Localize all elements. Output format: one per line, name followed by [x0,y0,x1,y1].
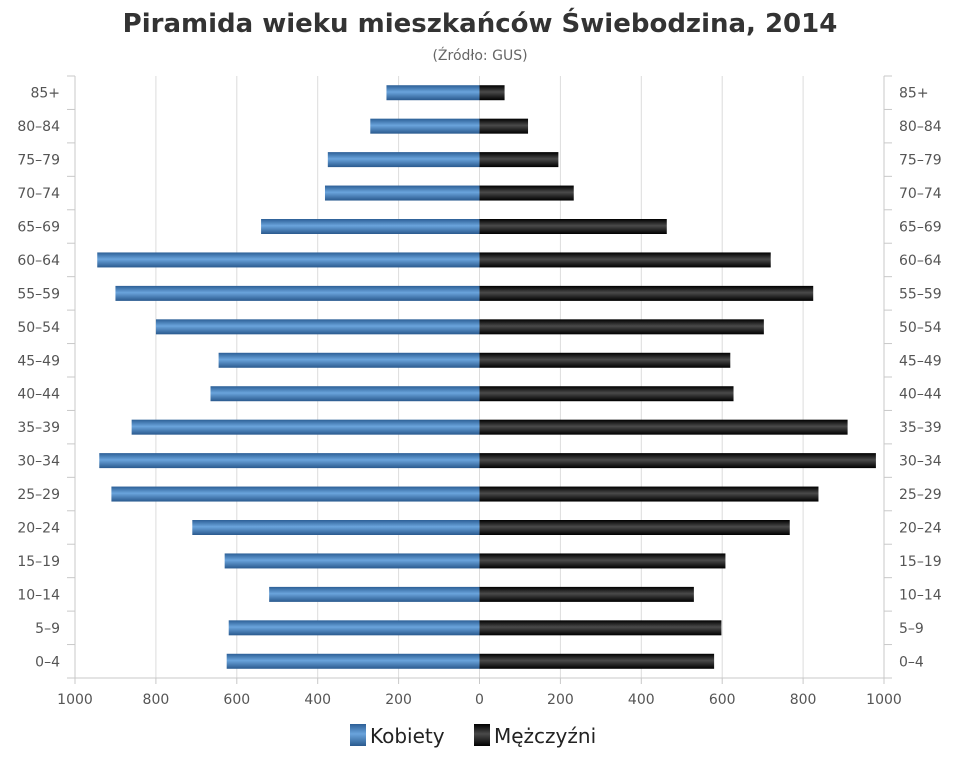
bar-kobiety[interactable] [269,586,480,602]
bar-mezczyzni[interactable] [479,586,694,602]
y-category-label-right: 15–19 [899,554,942,570]
x-tick-label: 800 [790,692,817,708]
bar-kobiety[interactable] [155,319,480,335]
legend-swatch-mezczyzni [474,724,490,746]
bar-kobiety[interactable] [97,252,480,268]
bar-kobiety[interactable] [370,118,480,134]
x-tick-label: 1000 [57,692,93,708]
bar-mezczyzni[interactable] [479,85,505,101]
bar-mezczyzni[interactable] [479,419,848,435]
y-category-label-right: 0–4 [899,654,924,670]
gridlines [155,76,804,678]
legend[interactable]: Kobiety Mężczyźni [350,724,596,748]
y-category-label-left: 65–69 [17,220,60,236]
bar-kobiety[interactable] [99,453,480,469]
legend-label-mezczyzni: Mężczyźni [494,724,596,748]
y-category-label-right: 20–24 [899,521,942,537]
bars [97,85,876,669]
bar-kobiety[interactable] [210,386,480,402]
bar-mezczyzni[interactable] [479,520,790,535]
bar-kobiety[interactable] [261,219,480,234]
y-category-label-right: 45–49 [899,353,942,369]
bar-kobiety[interactable] [111,486,480,502]
axes [67,75,892,684]
y-category-label-left: 25–29 [17,487,60,503]
bar-mezczyzni[interactable] [479,352,731,368]
y-category-label-left: 15–19 [17,554,60,570]
chart-subtitle: (Źródło: GUS) [432,46,527,64]
legend-label-kobiety: Kobiety [370,724,445,748]
bar-mezczyzni[interactable] [479,386,734,402]
legend-item-mezczyzni[interactable]: Mężczyźni [474,724,596,748]
bar-kobiety[interactable] [115,285,480,301]
bar-kobiety[interactable] [226,653,480,669]
y-category-label-left: 55–59 [17,286,60,302]
y-category-label-left: 70–74 [17,186,60,202]
y-category-label-right: 50–54 [899,320,942,336]
y-category-label-right: 35–39 [899,420,942,436]
y-category-label-left: 85+ [30,86,60,102]
bar-mezczyzni[interactable] [479,319,764,335]
y-category-label-right: 80–84 [899,119,942,135]
y-category-label-right: 60–64 [899,253,942,269]
x-tick-label: 0 [475,692,484,708]
y-category-label-left: 30–34 [17,454,60,470]
y-category-label-left: 35–39 [17,420,60,436]
y-category-label-left: 5–9 [35,621,60,637]
bar-kobiety[interactable] [218,352,480,368]
y-category-label-left: 50–54 [17,320,60,336]
bar-mezczyzni[interactable] [479,118,529,134]
y-category-label-right: 40–44 [899,387,942,403]
bar-mezczyzni[interactable] [479,486,819,502]
bar-kobiety[interactable] [386,85,480,101]
y-category-label-right: 85+ [899,86,929,102]
bar-mezczyzni[interactable] [479,152,559,168]
bar-mezczyzni[interactable] [479,285,814,301]
y-category-label-left: 80–84 [17,119,60,135]
x-tick-label: 200 [547,692,574,708]
y-category-label-right: 75–79 [899,153,942,169]
y-category-label-right: 10–14 [899,587,942,603]
bar-mezczyzni[interactable] [479,653,715,669]
x-axis-labels: 1000 800 600 400 200 0 200 400 600 800 1000 [57,692,902,708]
legend-swatch-kobiety [350,724,366,746]
y-category-label-left: 45–49 [17,353,60,369]
y-category-label-right: 55–59 [899,286,942,302]
bar-mezczyzni[interactable] [479,620,722,636]
bar-mezczyzni[interactable] [479,553,726,569]
x-tick-label: 400 [628,692,655,708]
bar-kobiety[interactable] [192,520,480,535]
bar-kobiety[interactable] [131,419,480,435]
x-tick-label: 600 [709,692,736,708]
y-category-label-right: 70–74 [899,186,942,202]
bar-mezczyzni[interactable] [479,185,574,201]
legend-item-kobiety[interactable]: Kobiety [350,724,445,748]
y-category-label-right: 65–69 [899,220,942,236]
y-category-label-left: 10–14 [17,587,60,603]
bar-kobiety[interactable] [228,620,480,636]
bar-mezczyzni[interactable] [479,219,667,234]
x-tick-label: 1000 [866,692,902,708]
x-tick-label: 600 [223,692,250,708]
x-tick-label: 800 [143,692,170,708]
x-tick-label: 400 [304,692,331,708]
y-axis-labels: 0–4 0–4 5–9 5–9 10–14 10–14 15–19 15–19 20–24 20–… [17,86,941,671]
x-tick-label: 200 [385,692,412,708]
y-category-label-left: 20–24 [17,521,60,537]
bar-kobiety[interactable] [224,553,480,569]
y-category-label-left: 60–64 [17,253,60,269]
y-category-label-left: 0–4 [35,654,60,670]
bar-mezczyzni[interactable] [479,453,876,469]
bar-mezczyzni[interactable] [479,252,771,268]
y-category-label-right: 5–9 [899,621,924,637]
y-category-label-right: 25–29 [899,487,942,503]
y-category-label-left: 40–44 [17,387,60,403]
bar-kobiety[interactable] [324,185,480,201]
bar-kobiety[interactable] [327,152,480,168]
chart-title: Piramida wieku mieszkańców Świebodzina, … [123,7,838,39]
y-category-label-left: 75–79 [17,153,60,169]
y-category-label-right: 30–34 [899,454,942,470]
